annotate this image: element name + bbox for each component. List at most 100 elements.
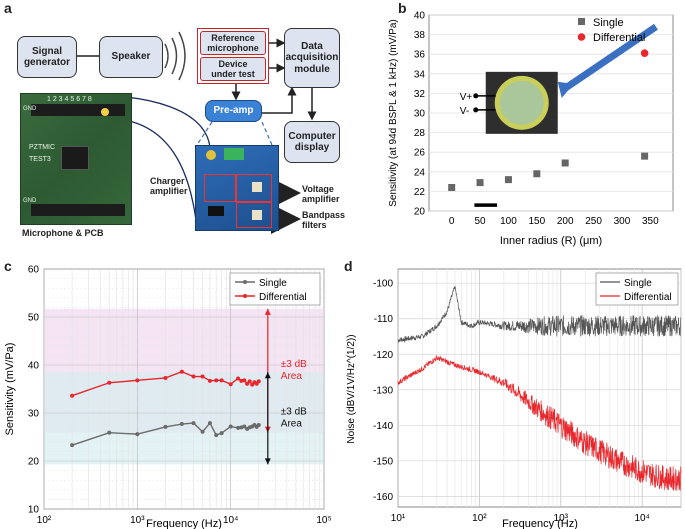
range-annotation: ±3 dB bbox=[281, 406, 307, 417]
y-axis-label-text: Noise (dBV/1V/Hz^(1/2)) bbox=[346, 334, 357, 443]
potentiometer bbox=[252, 210, 262, 220]
data-point-differential bbox=[239, 378, 244, 383]
pointer-arrow-icon bbox=[563, 23, 658, 91]
data-point-differential bbox=[107, 380, 112, 385]
legend-label: Single bbox=[624, 278, 652, 289]
lead-dot bbox=[473, 93, 479, 99]
data-point-differential bbox=[242, 378, 247, 383]
series-line-differential bbox=[397, 354, 682, 491]
vminus-label: V- bbox=[460, 106, 469, 117]
y-tick-label: -120 bbox=[373, 350, 393, 361]
y-tick-label: 50 bbox=[28, 313, 40, 324]
y-tick-label: 30 bbox=[28, 409, 40, 420]
speaker-box: Speaker bbox=[99, 36, 163, 78]
data-point-differential bbox=[214, 378, 219, 383]
panel-label-b: b bbox=[398, 0, 407, 16]
pcb-chip bbox=[61, 146, 89, 170]
range-annotation: Area bbox=[281, 371, 303, 382]
plus-minus-3db-band-single bbox=[44, 372, 324, 465]
computer-display-box: Computer display bbox=[284, 121, 340, 163]
data-point-single bbox=[200, 429, 205, 434]
y-tick-label: 60 bbox=[28, 265, 40, 276]
y-tick-label: 30 bbox=[414, 109, 426, 120]
data-point-single bbox=[191, 421, 196, 426]
y-tick-label: 20 bbox=[28, 457, 40, 468]
legend-marker bbox=[577, 33, 586, 41]
y-tick-label: 22 bbox=[414, 187, 426, 198]
panel-label-d: d bbox=[344, 258, 353, 274]
legend-label: Single bbox=[593, 17, 624, 29]
data-point-single bbox=[163, 424, 168, 429]
pcb-pin-numbers: 1 2 3 4 5 6 7 8 bbox=[47, 96, 92, 103]
pcb-marking-2: TEST3 bbox=[29, 156, 51, 163]
x-tick-label: 10³ bbox=[554, 513, 569, 524]
x-tick-label: 250 bbox=[585, 216, 602, 227]
pcb-solder-pad bbox=[101, 108, 109, 116]
arrowhead-icon bbox=[264, 458, 271, 465]
y-tick-label: 24 bbox=[414, 167, 426, 178]
data-point-single bbox=[70, 443, 75, 448]
x-tick-label: 10² bbox=[37, 515, 52, 526]
legend-label: Differential bbox=[624, 292, 672, 303]
legend-marker bbox=[243, 280, 247, 284]
data-acquisition-box: Data acquisition module bbox=[284, 28, 340, 88]
lead-dot bbox=[473, 107, 479, 113]
y-tick-label: 32 bbox=[414, 89, 426, 100]
y-tick-label: 40 bbox=[414, 11, 426, 22]
legend-marker bbox=[578, 18, 585, 25]
voltage-amplifier-label: Voltage amplifier bbox=[302, 184, 340, 205]
data-point-single bbox=[179, 422, 184, 427]
y-tick-label: 38 bbox=[414, 30, 426, 41]
pcb-gnd-label: GND bbox=[23, 106, 37, 112]
panel-label-a: a bbox=[4, 0, 12, 16]
chart-d: 10¹ 10² 10³ 10⁴ -160 -150 -140 -130 -120 -110 -10… bbox=[346, 268, 682, 529]
x-tick-label: 50 bbox=[475, 216, 487, 227]
data-point-differential bbox=[247, 379, 252, 384]
trimmer bbox=[206, 150, 216, 160]
charger-amplifier-label: Charger amplifier bbox=[150, 176, 188, 197]
terminal-block bbox=[224, 148, 244, 160]
reference-microphone-box: Reference microphone bbox=[200, 31, 266, 55]
bandpass-filters-label: Bandpass filters bbox=[302, 210, 346, 231]
data-point-single bbox=[107, 430, 112, 435]
y-tick-label: 20 bbox=[414, 207, 426, 218]
x-tick-label: 150 bbox=[528, 216, 545, 227]
x-axis-label: Inner radius (R) (μm) bbox=[500, 235, 602, 247]
pcb-marking-1: PZTMIC bbox=[29, 144, 56, 151]
legend-box bbox=[595, 272, 679, 306]
data-point-single bbox=[256, 423, 261, 427]
data-point-single bbox=[504, 176, 512, 184]
signal-generator-box: Signal generator bbox=[17, 36, 77, 78]
data-point-single bbox=[236, 425, 241, 430]
y-tick-label: -110 bbox=[374, 314, 394, 325]
voltage-amp-region bbox=[236, 174, 272, 202]
sound-wave-icon bbox=[164, 43, 169, 69]
y-tick-label: 26 bbox=[414, 148, 426, 159]
vplus-label: V+ bbox=[460, 92, 473, 103]
x-axis-label: Frequency (Hz) bbox=[502, 518, 578, 529]
data-point-single bbox=[239, 425, 244, 430]
x-tick-label: 10³ bbox=[130, 515, 145, 526]
data-point-differential bbox=[245, 381, 250, 386]
panel-label-c: c bbox=[4, 258, 12, 274]
y-axis-label: Noise (dBV/1V/Hz^(1/2)) bbox=[346, 334, 357, 443]
y-tick-label: 28 bbox=[414, 128, 426, 139]
x-tick-label: 100 bbox=[500, 216, 517, 227]
y-axis-label: Sensitivity (at 94d BSPL & 1 kHz) (mV/Pa… bbox=[388, 19, 399, 206]
x-tick-label: 0 bbox=[449, 216, 455, 227]
data-point-differential bbox=[236, 376, 241, 381]
x-tick-label: 200 bbox=[557, 216, 574, 227]
ic-chip bbox=[208, 206, 224, 216]
data-point-single bbox=[641, 152, 649, 160]
x-axis-label: Frequency (Hz) bbox=[146, 518, 222, 529]
range-annotation: ±3 dB bbox=[281, 359, 307, 370]
y-tick-label: -130 bbox=[373, 385, 393, 396]
data-point-single bbox=[448, 183, 456, 191]
data-point-single bbox=[242, 424, 247, 429]
series-line-single bbox=[397, 286, 682, 344]
y-axis-label: Sensitivity (mV/Pa) bbox=[4, 343, 16, 436]
data-point-differential bbox=[163, 375, 168, 380]
chart-b: 0 50 100 150 200 250 300 350 20 22 24 26 28 30 32 34 36… bbox=[388, 11, 674, 247]
charger-amp-region bbox=[204, 174, 236, 202]
data-point-differential bbox=[135, 378, 140, 383]
